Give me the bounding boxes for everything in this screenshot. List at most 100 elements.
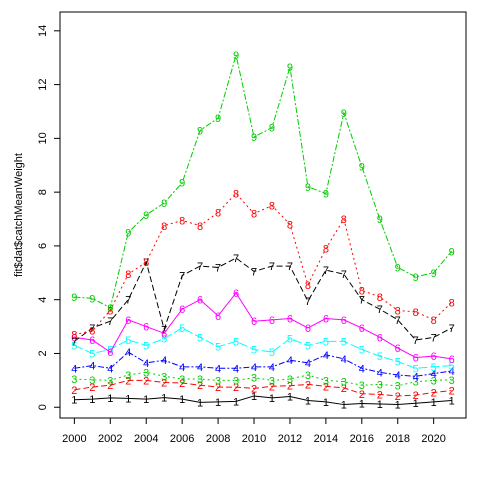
data-point-label: 3 bbox=[179, 374, 185, 386]
y-tick-label: 2 bbox=[37, 350, 49, 356]
data-point-label: 6 bbox=[179, 304, 185, 316]
data-point-label: 8 bbox=[341, 214, 347, 226]
data-point-label: 2 bbox=[197, 380, 203, 392]
y-tick-label: 12 bbox=[37, 78, 49, 90]
data-point-label: 2 bbox=[179, 378, 185, 390]
data-point-label: 3 bbox=[107, 375, 113, 387]
data-point-label: 8 bbox=[143, 257, 149, 269]
data-point-label: 8 bbox=[269, 201, 275, 213]
data-point-label: 9 bbox=[359, 162, 365, 174]
data-point-label: 1 bbox=[233, 396, 239, 408]
data-point-label: 8 bbox=[251, 209, 257, 221]
data-point-label: 1 bbox=[89, 394, 95, 406]
series-line bbox=[74, 371, 452, 387]
data-point-label: 6 bbox=[233, 288, 239, 300]
data-point-label: 4 bbox=[161, 355, 167, 367]
data-point-label: 2 bbox=[305, 379, 311, 391]
data-point-label: 6 bbox=[215, 311, 221, 323]
data-point-label: 5 bbox=[269, 347, 275, 359]
x-tick-label: 2012 bbox=[278, 433, 302, 445]
data-point-label: 7 bbox=[359, 295, 365, 307]
data-point-label: 8 bbox=[233, 188, 239, 200]
data-point-label: 2 bbox=[341, 383, 347, 395]
data-point-label: 9 bbox=[125, 227, 131, 239]
data-point-label: 7 bbox=[197, 261, 203, 273]
data-point-label: 9 bbox=[377, 214, 383, 226]
data-point-label: 5 bbox=[233, 336, 239, 348]
data-point-label: 1 bbox=[161, 393, 167, 405]
data-point-label: 4 bbox=[233, 363, 239, 375]
data-point-label: 2 bbox=[323, 381, 329, 393]
data-point-label: 8 bbox=[395, 305, 401, 317]
data-point-label: 9 bbox=[107, 303, 113, 315]
data-point-label: 8 bbox=[161, 221, 167, 233]
data-point-label: 8 bbox=[359, 285, 365, 297]
data-point-label: 7 bbox=[323, 265, 329, 277]
x-tick-label: 2016 bbox=[350, 433, 374, 445]
data-point-label: 6 bbox=[323, 314, 329, 326]
data-point-label: 3 bbox=[269, 375, 275, 387]
data-point-label: 8 bbox=[323, 244, 329, 256]
data-point-label: 5 bbox=[197, 332, 203, 344]
data-point-label: 7 bbox=[431, 332, 437, 344]
data-point-label: 5 bbox=[377, 351, 383, 363]
data-point-label: 8 bbox=[377, 292, 383, 304]
x-tick-label: 2020 bbox=[421, 433, 445, 445]
series-line bbox=[74, 192, 452, 336]
data-point-label: 8 bbox=[431, 315, 437, 327]
series-1 bbox=[74, 395, 452, 406]
series-line bbox=[74, 379, 452, 397]
data-point-label: 1 bbox=[197, 397, 203, 409]
data-point-label: 1 bbox=[323, 397, 329, 409]
series-9 bbox=[74, 54, 453, 309]
data-point-label: 4 bbox=[269, 362, 275, 374]
plot-area-frame bbox=[59, 11, 467, 419]
data-point-label: 3 bbox=[161, 371, 167, 383]
data-point-label: 5 bbox=[341, 336, 347, 348]
data-point-label: 1 bbox=[125, 393, 131, 405]
data-point-label: 6 bbox=[161, 328, 167, 340]
data-point-label: 1 bbox=[377, 399, 383, 411]
data-point-label: 4 bbox=[323, 350, 329, 362]
y-tick-label: 0 bbox=[37, 404, 49, 410]
x-tick-label: 2010 bbox=[242, 433, 266, 445]
data-point-label: 9 bbox=[161, 198, 167, 210]
series-layer bbox=[74, 54, 453, 406]
series-3 bbox=[74, 371, 452, 387]
series-line bbox=[74, 54, 453, 309]
data-point-label: 6 bbox=[359, 323, 365, 335]
series-line bbox=[74, 327, 452, 369]
data-point-label: 4 bbox=[125, 347, 131, 359]
data-point-label: 8 bbox=[197, 221, 203, 233]
data-point-label: 3 bbox=[431, 375, 437, 387]
x-tick-label: 2018 bbox=[385, 433, 409, 445]
data-point-label: 3 bbox=[215, 375, 221, 387]
data-point-label: 5 bbox=[413, 363, 419, 375]
data-point-label: 5 bbox=[89, 348, 95, 360]
data-point-label: 6 bbox=[431, 351, 437, 363]
x-tick-label: 2008 bbox=[206, 433, 230, 445]
data-point-label: 7 bbox=[377, 304, 383, 316]
data-point-label: 6 bbox=[125, 315, 131, 327]
data-point-label: 1 bbox=[341, 400, 347, 412]
y-tick-label: 8 bbox=[37, 189, 49, 195]
data-point-label: 2 bbox=[251, 383, 257, 395]
data-point-label: 1 bbox=[287, 391, 293, 403]
data-point-label: 1 bbox=[251, 391, 257, 403]
data-point-label: 6 bbox=[143, 322, 149, 334]
data-point-label: 6 bbox=[107, 347, 113, 359]
data-point-label: 7 bbox=[161, 324, 167, 336]
data-point-label: 4 bbox=[251, 362, 257, 374]
series-7 bbox=[74, 257, 452, 342]
series-line bbox=[74, 395, 452, 406]
data-point-label: 6 bbox=[269, 315, 275, 327]
data-point-label: 7 bbox=[269, 261, 275, 273]
data-point-label: 6 bbox=[413, 353, 419, 365]
data-point-label: 9 bbox=[143, 210, 149, 222]
data-point-label: 2 bbox=[395, 391, 401, 403]
data-point-label: 2 bbox=[359, 389, 365, 401]
data-point-label: 3 bbox=[251, 373, 257, 385]
data-point-label: 2 bbox=[269, 381, 275, 393]
data-point-label: 5 bbox=[215, 342, 221, 354]
